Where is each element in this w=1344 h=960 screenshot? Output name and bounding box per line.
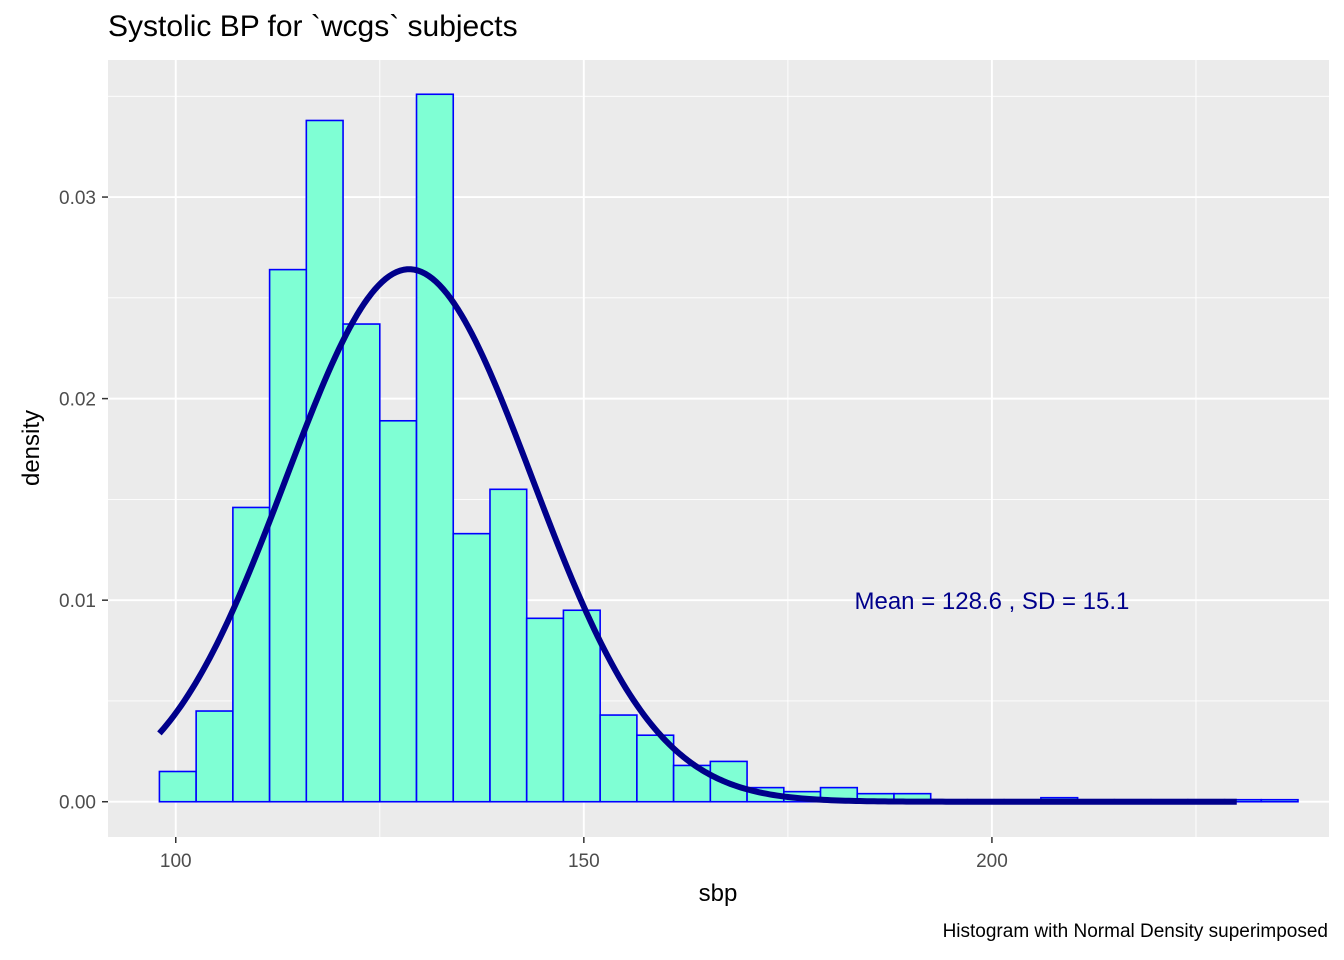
annotation-layer: Mean = 128.6 , SD = 15.1 (854, 588, 1129, 615)
y-tick-label: 0.01 (59, 591, 96, 612)
histogram-bar (562, 609, 601, 803)
histogram-bar (195, 710, 234, 803)
histogram-bar (268, 268, 308, 803)
histogram-bar (452, 532, 491, 803)
histogram-bar (415, 93, 455, 803)
histogram-bar (342, 323, 381, 803)
y-tick-label: 0.00 (59, 793, 96, 814)
y-tick-label: 0.02 (59, 390, 96, 411)
histogram-bar (489, 488, 528, 803)
x-tick-label: 150 (568, 851, 600, 872)
histogram-bars (158, 93, 1299, 803)
histogram-bar (378, 419, 418, 803)
x-axis-label: sbp (699, 880, 738, 907)
histogram-bar (1260, 798, 1299, 803)
y-axis-label: density (18, 410, 45, 486)
x-tick-label: 200 (976, 851, 1008, 872)
mean-sd-annotation: Mean = 128.6 , SD = 15.1 (854, 588, 1129, 615)
histogram-bar (599, 714, 638, 803)
x-tick-label: 100 (160, 851, 192, 872)
chart-title: Systolic BP for `wcgs` subjects (108, 10, 518, 43)
histogram-bar (158, 770, 197, 803)
chart-caption: Histogram with Normal Density superimpos… (942, 921, 1328, 942)
axes: 100 150 200 0.00 0.01 0.02 0.03 (59, 188, 1008, 872)
density-curve-line (157, 266, 1237, 805)
y-tick-label: 0.03 (59, 188, 96, 209)
normal-density-curve (157, 266, 1237, 805)
histogram-bar (232, 506, 271, 803)
histogram-bar (525, 617, 565, 803)
histogram-bar (305, 119, 344, 803)
